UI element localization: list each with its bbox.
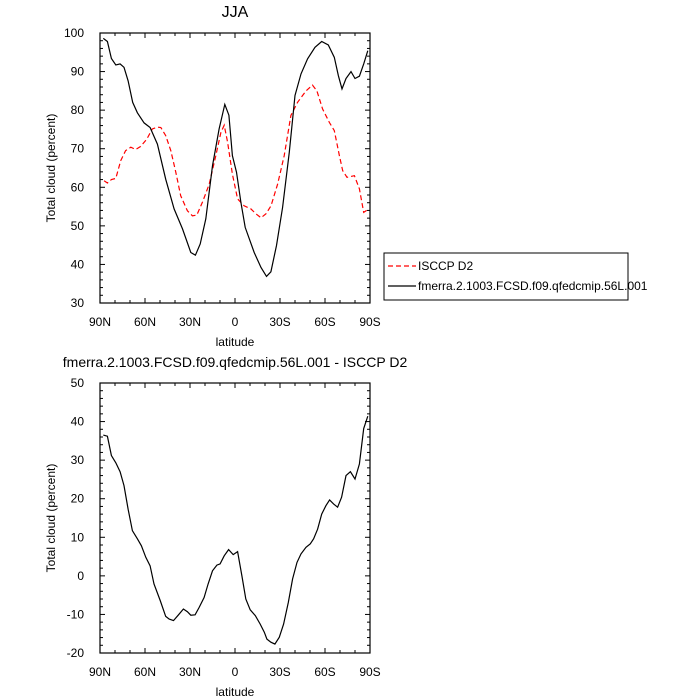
top-y-tick-label: 90 <box>71 65 85 79</box>
top-y-tick-label: 60 <box>71 180 85 194</box>
bottom-series-difference-line <box>103 416 369 645</box>
bottom-y-tick-label: 50 <box>71 376 85 390</box>
top-x-axis-label: latitude <box>216 335 255 349</box>
bottom-y-tick-label: 20 <box>71 492 85 506</box>
bottom-chart-title: fmerra.2.1003.FCSD.f09.qfedcmip.56L.001 … <box>63 354 408 370</box>
top-y-tick-label: 80 <box>71 103 85 117</box>
top-x-tick-label: 30S <box>269 315 290 329</box>
bottom-y-tick-label: -10 <box>67 607 85 621</box>
bottom-plot-frame <box>99 382 371 654</box>
top-x-tick-label: 60S <box>314 315 335 329</box>
bottom-y-tick-label: 30 <box>71 453 85 467</box>
legend: ISCCP D2 fmerra.2.1003.FCSD.f09.qfedcmip… <box>383 252 648 301</box>
top-y-tick-label: 40 <box>71 257 85 271</box>
top-chart-title: JJA <box>222 4 249 21</box>
top-series-fmerra-line <box>102 37 369 278</box>
bottom-y-axis-label: Total cloud (percent) <box>44 464 58 573</box>
top-y-tick-label: 30 <box>71 296 85 310</box>
top-x-tick-label: 60N <box>134 315 156 329</box>
bottom-x-tick-label: 60S <box>314 665 335 679</box>
bottom-x-tick-label: 30N <box>179 665 201 679</box>
bottom-y-tick-label: 10 <box>71 530 85 544</box>
legend-label-model: fmerra.2.1003.FCSD.f09.qfedcmip.56L.001 <box>418 279 648 293</box>
top-x-tick-label: 90N <box>89 315 111 329</box>
bottom-x-tick-label: 90S <box>359 665 380 679</box>
bottom-x-axis-label: latitude <box>216 685 255 699</box>
bottom-y-tick-label: 40 <box>71 415 85 429</box>
bottom-x-tick-label: 60N <box>134 665 156 679</box>
top-y-tick-label: 100 <box>64 26 84 40</box>
bottom-x-tick-label: 30S <box>269 665 290 679</box>
bottom-x-tick-label: 90N <box>89 665 111 679</box>
top-y-tick-label: 70 <box>71 142 85 156</box>
legend-box <box>383 252 629 301</box>
top-x-tick-label: 0 <box>232 315 239 329</box>
bottom-y-tick-label: -20 <box>67 646 85 660</box>
top-series-isccp-d2-line <box>103 84 369 219</box>
top-x-tick-label: 30N <box>179 315 201 329</box>
top-panel: JJA latitude Total cloud (percent) 90N 60… <box>44 4 381 349</box>
bottom-panel: fmerra.2.1003.FCSD.f09.qfedcmip.56L.001 … <box>44 354 407 699</box>
bottom-x-tick-label: 0 <box>232 665 239 679</box>
top-x-tick-label: 90S <box>359 315 380 329</box>
top-y-axis-label: Total cloud (percent) <box>44 114 58 223</box>
bottom-y-tick-label: 0 <box>77 569 84 583</box>
top-y-tick-label: 50 <box>71 219 85 233</box>
legend-label-isccp: ISCCP D2 <box>418 259 473 273</box>
